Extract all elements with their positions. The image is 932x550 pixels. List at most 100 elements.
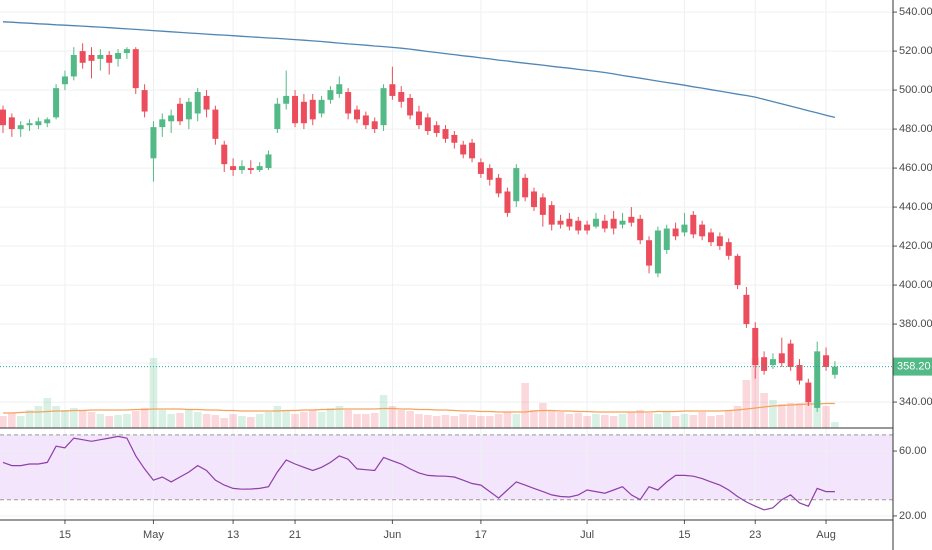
candle-body [212, 109, 219, 139]
candle-body [592, 218, 599, 227]
volume-bar [556, 412, 565, 428]
candle-body [769, 359, 776, 366]
volume-bar [344, 410, 352, 428]
candle-body [646, 240, 653, 266]
x-tick-label: 21 [289, 529, 301, 541]
candle-body [150, 127, 157, 159]
volume-bar [521, 383, 529, 428]
candle-body [814, 351, 821, 408]
candle-body [752, 327, 759, 366]
candle-body [398, 92, 405, 102]
candle-body [619, 220, 626, 225]
candle-body [380, 88, 387, 126]
candle-body [194, 92, 201, 114]
candle-body [61, 76, 68, 85]
volume-bar [795, 403, 804, 428]
candle-body [725, 242, 732, 256]
x-tick-label: Jul [580, 529, 594, 541]
candle-body [486, 168, 493, 180]
volume-bar [530, 410, 538, 428]
volume-bar [87, 412, 96, 428]
volume-bar [574, 413, 583, 428]
volume-bar [742, 380, 751, 428]
volume-bar [273, 406, 282, 428]
candle-body [415, 111, 422, 126]
volume-bar [477, 416, 485, 428]
x-tick-label: May [143, 529, 164, 541]
volume-bar [415, 414, 423, 428]
volume-bar [769, 400, 777, 428]
x-tick-label: 23 [749, 529, 761, 541]
candle-body [362, 115, 369, 126]
volume-bar [255, 414, 264, 428]
candle-body [424, 117, 431, 132]
y-tick-label: 540.00 [899, 6, 932, 18]
candle-body [327, 90, 334, 100]
volume-bar [609, 416, 618, 428]
volume-bar [503, 412, 512, 428]
volume-bar [370, 413, 379, 428]
candle-body [185, 101, 192, 120]
volume-bar [158, 410, 167, 428]
candle-body [469, 142, 476, 159]
volume-bar [468, 415, 476, 428]
candle-body [513, 168, 520, 202]
volume-bar [618, 414, 627, 428]
volume-bar [804, 402, 813, 428]
candle-body [628, 216, 635, 223]
volume-bar [786, 403, 795, 428]
volume-bar [317, 412, 326, 428]
candle-body [159, 119, 166, 128]
volume-ma-line [3, 402, 835, 414]
last-price-label: 358.20 [897, 360, 931, 372]
candle-body [743, 294, 750, 325]
volume-bar [185, 410, 193, 428]
candle-body [805, 382, 812, 403]
volume-bar [583, 416, 591, 428]
volume-bar [211, 415, 220, 428]
volume-bar [406, 411, 414, 428]
volume-bar [25, 410, 34, 428]
volume-bar [326, 408, 335, 428]
candle-body [823, 355, 830, 367]
candle-body [681, 224, 688, 233]
volume-bar [831, 422, 839, 428]
candle-body [256, 166, 263, 171]
volume-bar [662, 412, 671, 428]
candle-body [309, 99, 316, 120]
candle-body [17, 125, 24, 130]
rsi-band [0, 434, 893, 500]
y-tick-label: 340.00 [899, 396, 932, 408]
volume-bar [291, 414, 299, 428]
candle-body [477, 162, 484, 174]
candle-body [203, 95, 210, 110]
volume-bar [34, 406, 43, 428]
volume-bar [654, 414, 662, 428]
volume-bar [707, 416, 715, 428]
x-tick-label: Jun [384, 529, 402, 541]
candle-body [548, 205, 555, 225]
volume-bar [539, 403, 547, 428]
candle-body [690, 214, 697, 235]
candle-body [371, 121, 378, 130]
candle-body [132, 49, 139, 89]
candle-body [354, 109, 360, 120]
candle-body [433, 125, 440, 133]
volume-bar [724, 410, 733, 428]
y-tick-label: 500.00 [899, 84, 932, 96]
volume-bar [105, 416, 113, 428]
volume-bar [61, 410, 69, 428]
candle-body [575, 220, 582, 231]
volume-bar [512, 414, 521, 428]
candle-body [663, 228, 670, 250]
volume-bar [78, 410, 87, 428]
volume-bar [335, 406, 344, 428]
volume-bar [167, 414, 175, 428]
candle-body [460, 144, 467, 155]
volume-bar [592, 414, 600, 428]
candle-body [35, 121, 42, 126]
candle-body [557, 220, 564, 225]
candle-body [292, 95, 299, 124]
volume-bar [0, 416, 7, 428]
candle-body [522, 177, 529, 198]
